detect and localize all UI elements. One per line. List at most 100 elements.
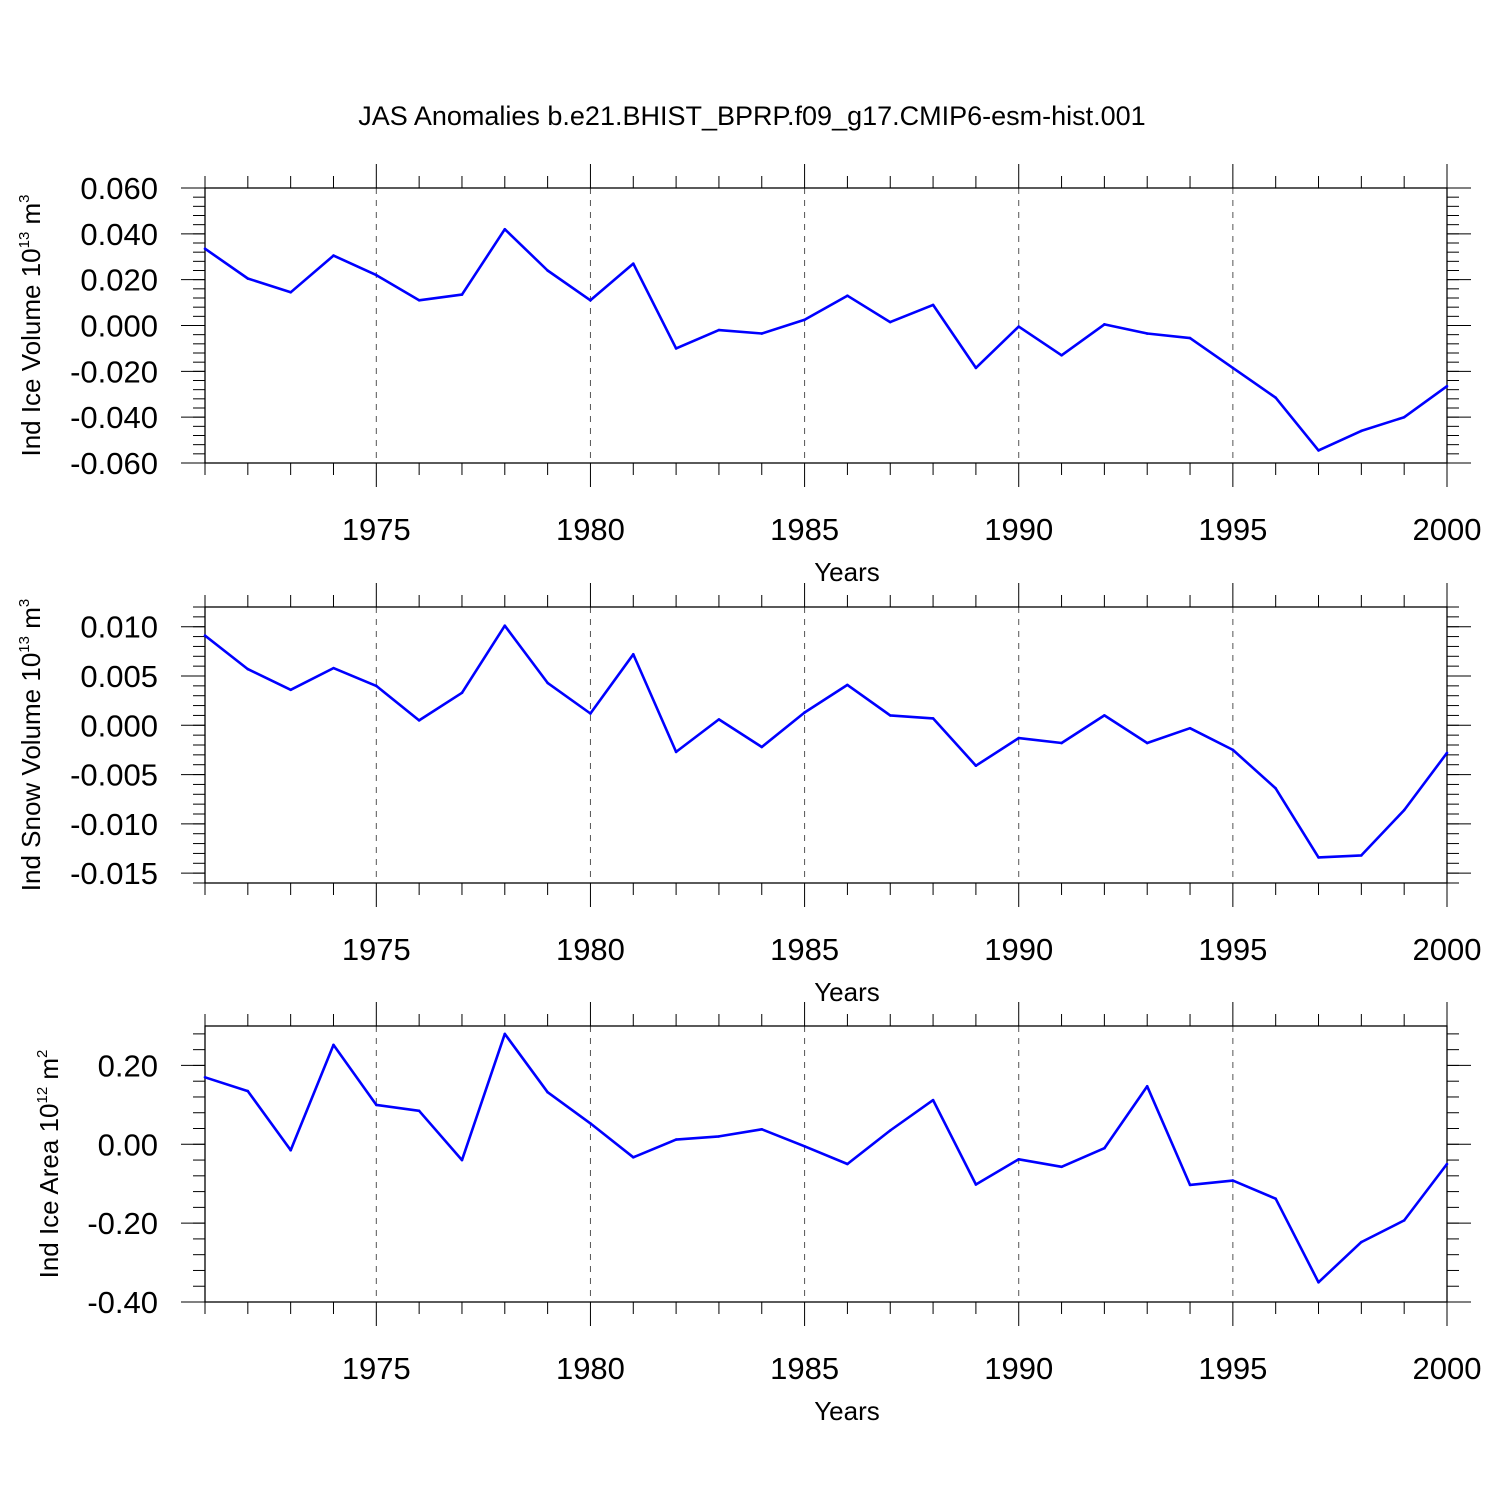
- y-tick-label: 0.20: [98, 1048, 158, 1083]
- data-point-1993: [1145, 741, 1149, 745]
- data-point-1980: [589, 1122, 592, 1125]
- y-title-exp: 13: [16, 232, 33, 249]
- data-point-1995: [1231, 748, 1235, 752]
- series-line: [204, 1032, 1449, 1284]
- data-point-1999: [1402, 1219, 1406, 1222]
- x-tick-label: 1980: [556, 1351, 625, 1386]
- data-point-1984: [760, 745, 764, 749]
- x-tick-label: 1980: [556, 512, 625, 547]
- data-point-2000: [1445, 384, 1449, 388]
- data-point-1998: [1360, 1240, 1363, 1244]
- data-point-1991: [1060, 353, 1063, 357]
- data-point-1972: [246, 277, 250, 280]
- chart-panel-2: 0.010 0.005 0.000 -0.005 -0.010 -0.015 1975 198…: [16, 583, 1481, 1007]
- y-tick-label: 0.060: [80, 171, 158, 206]
- x-tick-label: 1985: [770, 932, 839, 967]
- y-title-prefix: Ind Ice Volume 10: [16, 248, 46, 456]
- data-point-1975: [375, 684, 378, 688]
- y-title-exp: 12: [34, 1087, 51, 1104]
- data-point-1987: [888, 320, 892, 324]
- x-tick-label: 1975: [342, 512, 411, 547]
- data-point-1978: [503, 227, 507, 231]
- y-tick-label: 0.010: [80, 610, 158, 645]
- y-title-unit: m: [34, 1058, 64, 1087]
- data-point-1996: [1274, 787, 1277, 790]
- y-axis-title: Ind Snow Volume 1013 m3: [16, 599, 46, 891]
- data-point-1981: [631, 262, 635, 265]
- data-point-1988: [931, 1098, 935, 1102]
- y-tick-label: -0.005: [70, 758, 158, 793]
- data-point-1998: [1360, 429, 1363, 433]
- data-point-1998: [1360, 854, 1363, 857]
- data-point-1979: [546, 681, 549, 685]
- x-tick-label: 1990: [984, 932, 1053, 967]
- data-point-1988: [931, 717, 935, 720]
- data-point-1982: [674, 347, 678, 350]
- data-point-1990: [1017, 1157, 1021, 1161]
- data-point-1993: [1145, 1085, 1149, 1088]
- data-point-1997: [1317, 1280, 1320, 1284]
- data-point-1985: [803, 711, 806, 714]
- data-point-1976: [417, 1109, 421, 1113]
- data-point-1976: [417, 298, 421, 302]
- y-axis-title: Ind Ice Volume 1013 m3: [16, 194, 46, 456]
- data-point-1984: [760, 1128, 764, 1131]
- data-point-1986: [846, 294, 849, 298]
- x-tick-label: 1990: [984, 1351, 1053, 1386]
- data-point-1982: [674, 1138, 678, 1141]
- data-point-1971: [203, 247, 207, 251]
- data-point-1996: [1274, 396, 1277, 399]
- data-point-1975: [375, 273, 378, 277]
- y-tick-label: -0.010: [70, 807, 158, 842]
- y-tick-label: 0.040: [80, 217, 158, 252]
- x-tick-label: 2000: [1413, 932, 1482, 967]
- data-point-1973: [289, 1148, 292, 1152]
- x-axis-title: Years: [814, 557, 880, 587]
- data-point-1995: [1231, 366, 1235, 370]
- data-point-1986: [846, 1162, 849, 1166]
- x-tick-label: 2000: [1413, 512, 1482, 547]
- series-line: [204, 624, 1449, 859]
- chart-panel-1: 0.060 0.040 0.020 0.000 -0.020 -0.040 -0.060 19…: [16, 164, 1481, 587]
- data-point-1994: [1188, 336, 1192, 340]
- plot-frame: [204, 187, 1448, 464]
- y-title-unit-exp: 2: [34, 1050, 51, 1058]
- data-point-1983: [717, 718, 721, 721]
- y-tick-label: -0.40: [87, 1285, 158, 1320]
- data-point-1992: [1103, 323, 1106, 326]
- x-tick-label: 1995: [1198, 1351, 1267, 1386]
- data-point-1971: [203, 634, 207, 637]
- data-point-1990: [1017, 325, 1021, 328]
- data-point-1979: [546, 1090, 549, 1094]
- y-title-exp: 13: [16, 636, 33, 653]
- y-tick-label: 0.005: [80, 659, 158, 694]
- y-tick-label: 0.000: [80, 708, 158, 743]
- data-point-2000: [1445, 1162, 1449, 1166]
- data-point-1992: [1103, 1146, 1106, 1150]
- data-point-1982: [674, 750, 678, 754]
- data-point-1974: [332, 666, 335, 670]
- y-title-unit: m: [16, 607, 46, 636]
- x-tick-label: 1995: [1198, 932, 1267, 967]
- data-point-1975: [375, 1103, 378, 1107]
- data-point-1988: [931, 303, 935, 307]
- x-axis-title: Years: [814, 977, 880, 1007]
- data-point-1977: [460, 293, 464, 296]
- x-tick-label: 1980: [556, 932, 625, 967]
- figure-title: JAS Anomalies b.e21.BHIST_BPRP.f09_g17.C…: [358, 101, 1145, 131]
- data-point-1990: [1017, 736, 1021, 740]
- data-point-1991: [1060, 741, 1063, 745]
- x-tick-label: 1985: [770, 1351, 839, 1386]
- data-point-1987: [888, 1129, 892, 1132]
- data-point-1993: [1145, 332, 1149, 335]
- y-title-unit: m: [16, 203, 46, 232]
- x-tick-label: 1995: [1198, 512, 1267, 547]
- y-tick-label: -0.020: [70, 354, 158, 389]
- data-point-2000: [1445, 751, 1449, 755]
- panels: 0.060 0.040 0.020 0.000 -0.020 -0.040 -0.060 19…: [16, 164, 1481, 1426]
- data-point-1979: [546, 269, 549, 272]
- y-title-prefix: Ind Snow Volume 10: [16, 653, 46, 892]
- data-point-1984: [760, 332, 764, 335]
- data-point-1997: [1317, 449, 1320, 452]
